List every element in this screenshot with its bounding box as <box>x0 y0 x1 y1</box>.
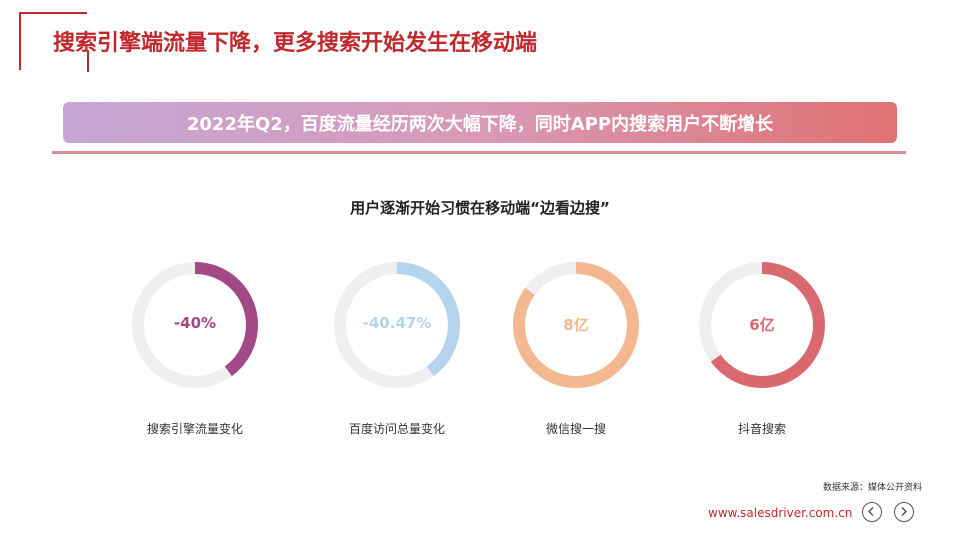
donut-caption: 百度访问总量变化 <box>348 422 445 436</box>
donut-chart-2: -40.47% <box>332 260 462 390</box>
banner-text: 2022年Q2，百度流量经历两次大幅下降，同时APP内搜索用户不断增长 <box>186 113 774 135</box>
section-subtitle: 用户逐渐开始习惯在移动端“边看边搜” <box>350 199 610 217</box>
chevron-right-icon <box>901 506 908 517</box>
donut-chart-4: 6亿 <box>697 260 827 390</box>
banner-divider <box>52 151 906 154</box>
donut-arc <box>699 262 825 388</box>
donut-arc <box>132 262 258 388</box>
donut-chart-3: 8亿 <box>511 260 641 390</box>
donut-value: 8亿 <box>563 316 589 334</box>
donut-arc <box>334 262 460 388</box>
website-link[interactable]: www.salesdriver.com.cn <box>708 506 853 520</box>
data-source-note: 数据来源：媒体公开资料 <box>822 483 922 493</box>
donut-value: 6亿 <box>749 316 775 334</box>
donut-value: -40% <box>173 314 217 332</box>
donut-chart-1: -40% <box>130 260 260 390</box>
donut-caption: 抖音搜索 <box>737 422 786 436</box>
headline-banner: 2022年Q2，百度流量经历两次大幅下降，同时APP内搜索用户不断增长 <box>63 102 897 143</box>
page-title: 搜索引擎端流量下降，更多搜索开始发生在移动端 <box>53 31 538 56</box>
donut-caption: 微信搜一搜 <box>545 422 606 436</box>
prev-page-button[interactable] <box>862 502 882 522</box>
next-page-button[interactable] <box>894 502 914 522</box>
donut-caption: 搜索引擎流量变化 <box>146 422 243 436</box>
title-corner-frame <box>19 12 89 72</box>
donut-value: -40.47% <box>362 314 432 332</box>
chevron-left-icon <box>867 506 874 517</box>
donut-arc <box>513 262 639 388</box>
